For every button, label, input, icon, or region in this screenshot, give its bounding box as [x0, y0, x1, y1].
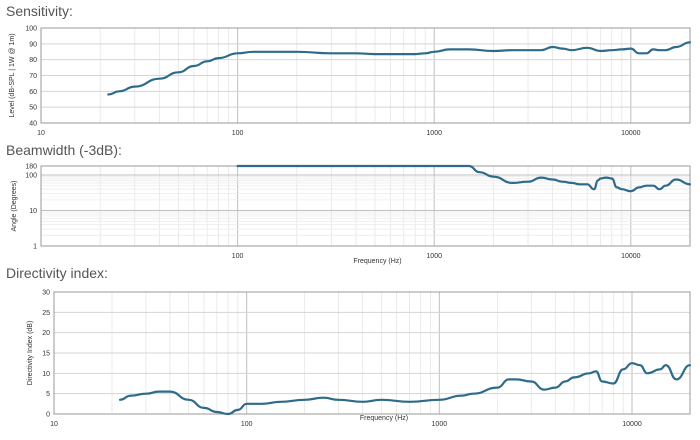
- beamwidth-ytick-label: 100: [25, 173, 37, 180]
- directivity-grid: [54, 291, 690, 415]
- sensitivity-ytick-label: 90: [29, 41, 37, 48]
- beamwidth-grid: [41, 166, 690, 246]
- directivity-xtick-label: 10000: [622, 421, 642, 428]
- directivity-ytick-label: 10: [42, 371, 50, 378]
- beamwidth-title: Beamwidth (-3dB):: [6, 142, 122, 158]
- directivity-plot-frame: [53, 291, 691, 415]
- sensitivity-series-line: [107, 41, 692, 96]
- beamwidth-series-line: [236, 164, 692, 193]
- sensitivity-ytick-label: 40: [29, 121, 37, 128]
- beamwidth-plot-frame: [40, 165, 691, 247]
- beamwidth-ytick-label: 180: [25, 164, 37, 171]
- beamwidth-yaxis-label: Angle (Degrees): [11, 181, 18, 232]
- beamwidth-xtick-label: 10000: [621, 253, 641, 260]
- directivity-xtick-label: 10: [50, 421, 58, 428]
- directivity-ytick-label: 30: [42, 290, 50, 297]
- directivity-yaxis-label: Directivity Index (dB): [27, 321, 34, 386]
- sensitivity-ytick-label: 70: [29, 73, 37, 80]
- sensitivity-xtick-label: 10: [37, 130, 45, 137]
- sensitivity-xtick-label: 100: [232, 130, 244, 137]
- beamwidth-chart: 1 10 100 180 100 1000 10000 Frequency (Hz) Angle…: [11, 164, 692, 265]
- directivity-ytick-label: 15: [42, 351, 50, 358]
- sensitivity-xtick-label: 10000: [621, 130, 641, 137]
- sensitivity-plot-frame: [40, 27, 691, 124]
- directivity-xaxis-label: Frequency (Hz): [360, 415, 408, 422]
- sensitivity-grid: [41, 27, 690, 124]
- beamwidth-xtick-label: 1000: [426, 253, 442, 260]
- sensitivity-ytick-label: 50: [29, 105, 37, 112]
- directivity-ytick-label: 5: [46, 391, 50, 398]
- directivity-ytick-label: 20: [42, 330, 50, 337]
- directivity-ytick-label: 25: [42, 310, 50, 317]
- sensitivity-ytick-label: 60: [29, 89, 37, 96]
- directivity-ytick-label: 0: [46, 412, 50, 419]
- sensitivity-ytick-label: 80: [29, 57, 37, 64]
- directivity-xtick-label: 1000: [432, 421, 448, 428]
- sensitivity-ytick-label: 100: [25, 26, 37, 33]
- directivity-title: Directivity index:: [6, 265, 108, 281]
- directivity-series-line: [118, 362, 692, 416]
- sensitivity-yaxis-label: Level (dB-SPL | 1W @ 1m): [9, 33, 16, 117]
- beamwidth-ytick-label: 10: [29, 208, 37, 215]
- beamwidth-ytick-label: 1: [33, 244, 37, 251]
- sensitivity-title: Sensitivity:: [6, 3, 73, 19]
- directivity-xtick-label: 100: [241, 421, 253, 428]
- sensitivity-xtick-label: 1000: [426, 130, 442, 137]
- beamwidth-xtick-label: 100: [232, 253, 244, 260]
- directivity-chart: 0 5 10 15 20 25 30 10 100 1000 10000 Frequency (Hz)…: [27, 290, 692, 428]
- sensitivity-chart: 40506070809010010100100010000Frequency (…: [9, 26, 692, 137]
- beamwidth-xaxis-label: Frequency (Hz): [353, 258, 401, 265]
